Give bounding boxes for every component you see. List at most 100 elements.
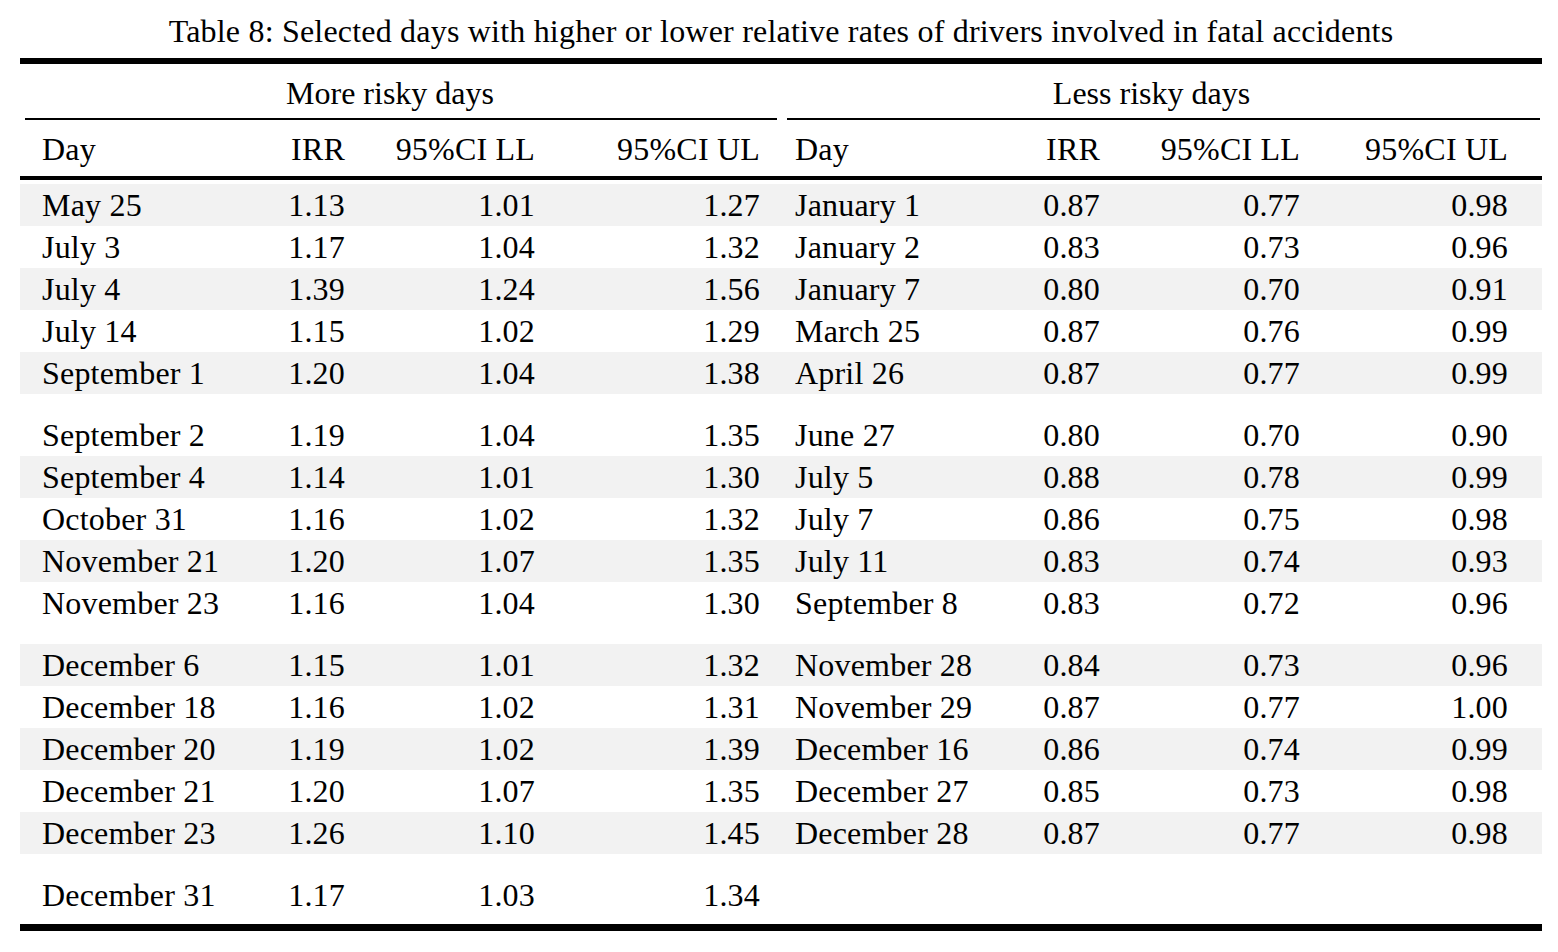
cell-day-more: September 1 <box>20 352 245 394</box>
cell-ci-ul-less <box>1300 874 1542 916</box>
cell-ci-ul-more: 1.32 <box>535 644 760 686</box>
table-row: December 61.151.011.32November 280.840.7… <box>20 644 1542 686</box>
group-header-less-risky: Less risky days <box>795 64 1542 122</box>
table-row: September 41.141.011.30July 50.880.780.9… <box>20 456 1542 498</box>
cell-irr-more: 1.16 <box>245 582 345 624</box>
cell-irr-more: 1.26 <box>245 812 345 854</box>
table-caption: Table 8: Selected days with higher or lo… <box>20 0 1542 58</box>
cell-irr-more: 1.20 <box>245 540 345 582</box>
cell-day-more: December 23 <box>20 812 245 854</box>
cell-ci-ul-more: 1.35 <box>535 770 760 812</box>
column-header-day-right: Day <box>795 120 1000 178</box>
cell-ci-ll-more: 1.01 <box>345 456 535 498</box>
cell-ci-ul-less: 0.96 <box>1300 644 1542 686</box>
cell-ci-ll-more: 1.04 <box>345 582 535 624</box>
table-row: December 181.161.021.31November 290.870.… <box>20 686 1542 728</box>
cell-ci-ul-more: 1.29 <box>535 310 760 352</box>
cell-day-more: July 3 <box>20 226 245 268</box>
cell-day-more: December 31 <box>20 874 245 916</box>
table-row: December 211.201.071.35December 270.850.… <box>20 770 1542 812</box>
cell-ci-ll-more: 1.04 <box>345 414 535 456</box>
cell-ci-ll-less: 0.77 <box>1100 352 1300 394</box>
column-gap <box>760 120 795 178</box>
cell-day-less: December 28 <box>795 812 1000 854</box>
cell-irr-more: 1.19 <box>245 414 345 456</box>
cell-irr-more: 1.15 <box>245 310 345 352</box>
bottom-rule <box>20 924 1542 931</box>
column-header-row: Day IRR 95%CI LL 95%CI UL Day IRR 95%CI … <box>20 120 1542 176</box>
cell-irr-less: 0.83 <box>1000 226 1100 268</box>
cell-irr-less: 0.83 <box>1000 582 1100 624</box>
table-row: December 201.191.021.39December 160.860.… <box>20 728 1542 770</box>
cell-ci-ul-more: 1.35 <box>535 540 760 582</box>
cell-ci-ll-less: 0.70 <box>1100 268 1300 310</box>
cell-ci-ul-more: 1.27 <box>535 184 760 226</box>
cell-irr-more: 1.15 <box>245 644 345 686</box>
cell-irr-less: 0.86 <box>1000 728 1100 770</box>
cell-ci-ll-more: 1.02 <box>345 310 535 352</box>
cell-day-less: July 7 <box>795 498 1000 540</box>
cell-day-more: December 21 <box>20 770 245 812</box>
cell-ci-ll-more: 1.04 <box>345 226 535 268</box>
cell-day-more: December 6 <box>20 644 245 686</box>
cell-ci-ll-less: 0.73 <box>1100 226 1300 268</box>
cell-day-more: May 25 <box>20 184 245 226</box>
cell-ci-ul-more: 1.30 <box>535 456 760 498</box>
table-row: July 41.391.241.56January 70.800.700.91 <box>20 268 1542 310</box>
cell-day-more: October 31 <box>20 498 245 540</box>
cell-ci-ul-more: 1.35 <box>535 414 760 456</box>
table-row: December 231.261.101.45December 280.870.… <box>20 812 1542 854</box>
column-gap <box>760 644 795 686</box>
cell-ci-ll-less <box>1100 874 1300 916</box>
cell-irr-less: 0.87 <box>1000 352 1100 394</box>
cell-ci-ll-more: 1.02 <box>345 686 535 728</box>
column-gap <box>760 812 795 854</box>
cell-irr-less: 0.84 <box>1000 644 1100 686</box>
column-gap <box>760 456 795 498</box>
table-row: July 31.171.041.32January 20.830.730.96 <box>20 226 1542 268</box>
cell-day-more: November 23 <box>20 582 245 624</box>
cell-ci-ul-less: 0.99 <box>1300 456 1542 498</box>
cell-ci-ll-more: 1.07 <box>345 540 535 582</box>
cell-day-less: September 8 <box>795 582 1000 624</box>
cell-day-more: November 21 <box>20 540 245 582</box>
cell-ci-ul-less: 0.99 <box>1300 310 1542 352</box>
cell-ci-ll-less: 0.77 <box>1100 812 1300 854</box>
cell-day-less: June 27 <box>795 414 1000 456</box>
cell-ci-ll-less: 0.73 <box>1100 644 1300 686</box>
cell-irr-less: 0.88 <box>1000 456 1100 498</box>
cell-ci-ul-less: 0.90 <box>1300 414 1542 456</box>
cell-ci-ul-less: 0.98 <box>1300 812 1542 854</box>
column-header-ci-ll-left: 95%CI LL <box>345 120 535 178</box>
cell-day-more: September 4 <box>20 456 245 498</box>
cell-ci-ll-more: 1.10 <box>345 812 535 854</box>
column-header-irr-right: IRR <box>1000 120 1100 178</box>
cell-irr-less <box>1000 874 1100 916</box>
page: Table 8: Selected days with higher or lo… <box>0 0 1558 952</box>
column-gap <box>760 226 795 268</box>
cell-day-less <box>795 874 1000 916</box>
column-gap <box>760 310 795 352</box>
cell-ci-ll-more: 1.24 <box>345 268 535 310</box>
cell-irr-less: 0.87 <box>1000 686 1100 728</box>
cell-day-more: December 18 <box>20 686 245 728</box>
column-header-irr-left: IRR <box>245 120 345 178</box>
cell-day-more: July 4 <box>20 268 245 310</box>
cell-ci-ul-less: 0.98 <box>1300 498 1542 540</box>
cell-day-less: July 5 <box>795 456 1000 498</box>
cell-day-more: December 20 <box>20 728 245 770</box>
cell-irr-less: 0.86 <box>1000 498 1100 540</box>
cell-ci-ul-more: 1.31 <box>535 686 760 728</box>
cell-day-less: April 26 <box>795 352 1000 394</box>
column-gap <box>760 540 795 582</box>
table-row: July 141.151.021.29March 250.870.760.99 <box>20 310 1542 352</box>
cell-ci-ll-more: 1.03 <box>345 874 535 916</box>
cell-irr-more: 1.39 <box>245 268 345 310</box>
cell-irr-less: 0.87 <box>1000 812 1100 854</box>
cell-ci-ul-less: 0.98 <box>1300 770 1542 812</box>
column-gap <box>760 352 795 394</box>
cell-irr-less: 0.80 <box>1000 414 1100 456</box>
table-row: October 311.161.021.32July 70.860.750.98 <box>20 498 1542 540</box>
cell-ci-ul-less: 0.96 <box>1300 582 1542 624</box>
cell-ci-ul-more: 1.45 <box>535 812 760 854</box>
